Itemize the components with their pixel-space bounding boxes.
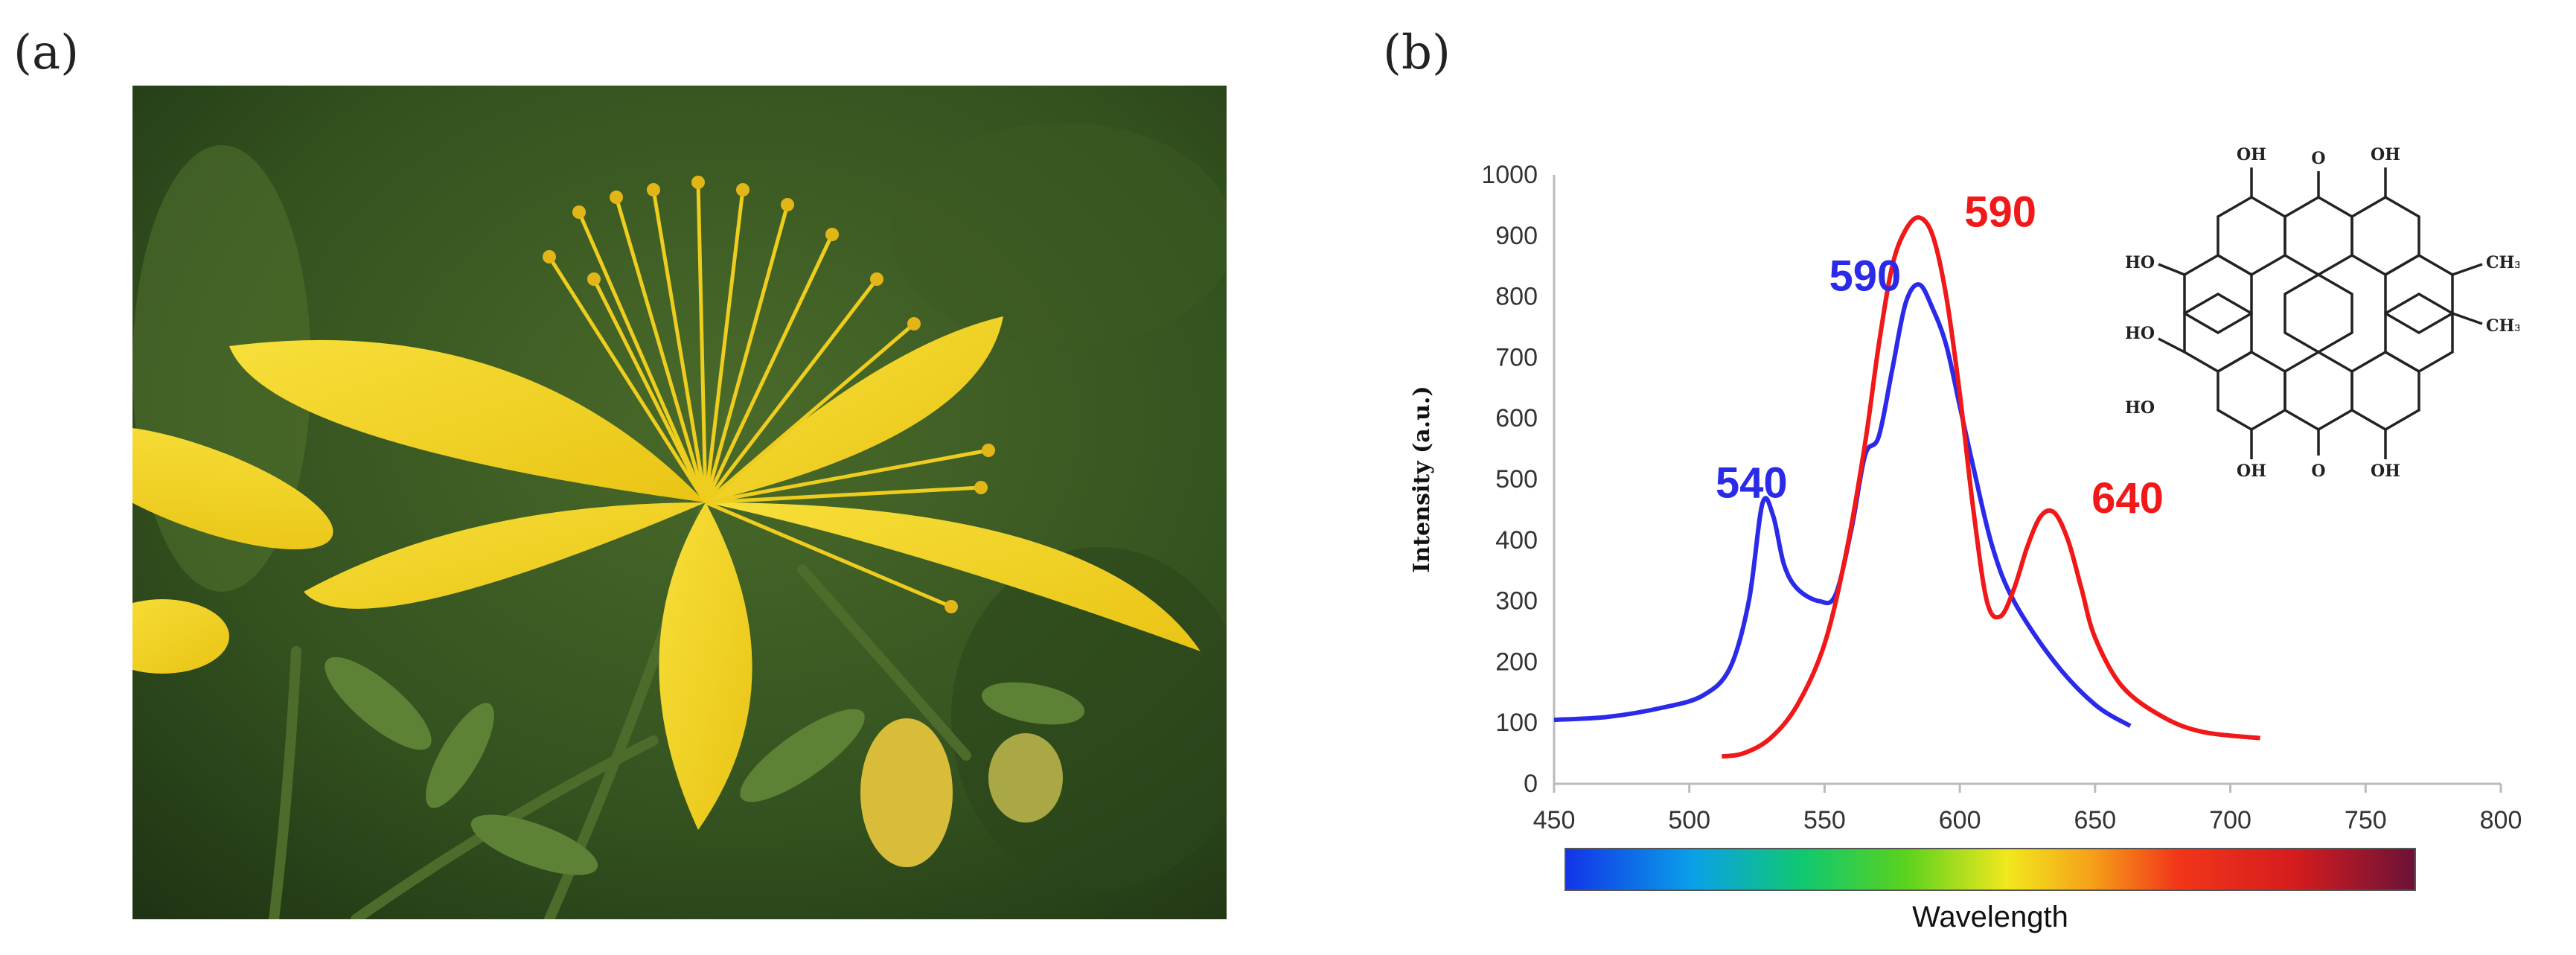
y-tick-label: 100 [1495, 709, 1538, 737]
x-tick-label: 450 [1533, 806, 1576, 834]
chart-series [1553, 215, 2260, 759]
x-tick-label: 700 [2209, 806, 2251, 834]
series-line-red [1721, 215, 2260, 759]
y-tick-label: 300 [1495, 587, 1538, 616]
x-tick-label: 750 [2345, 806, 2387, 834]
y-tick-label: 1000 [1481, 161, 1538, 189]
molecule-label: O [2311, 149, 2325, 168]
x-tick-label: 650 [2074, 806, 2116, 834]
x-tick-label: 600 [1939, 806, 1981, 834]
panel-label-a: (a) [13, 25, 80, 80]
molecule-label: CH₃ [2486, 253, 2519, 272]
yellow-flower-photo [132, 86, 1227, 919]
peak-label: 590 [1964, 188, 2036, 237]
y-tick-label: 400 [1495, 526, 1538, 555]
x-tick-label: 550 [1803, 806, 1846, 834]
peak-annotations: 540 590 590 640 [1716, 188, 2164, 523]
peak-label: 590 [1829, 252, 1902, 300]
y-tick-label: 700 [1495, 343, 1538, 371]
peak-label: 640 [2091, 474, 2164, 523]
hypericin-structure: OH O OH HO CH₃ HO CH₃ HO OH O OH [2125, 145, 2519, 481]
x-tick-label: 500 [1668, 806, 1710, 834]
emission-spectrum-chart: 0 100 200 300 400 500 600 700 800 900 1000 450 500 5… [1409, 161, 2522, 933]
molecule-label: O [2311, 461, 2325, 481]
flower-stamens [547, 182, 989, 609]
x-tick-label: 800 [2480, 806, 2522, 834]
flower-petals [229, 316, 1201, 830]
y-tick-label: 600 [1495, 404, 1538, 432]
molecule-label: OH [2237, 461, 2266, 481]
y-tick-labels: 0 100 200 300 400 500 600 700 800 900 1000 [1481, 161, 1538, 798]
molecule-label: OH [2371, 145, 2400, 165]
molecule-label: HO [2125, 253, 2155, 272]
y-tick-label: 900 [1495, 222, 1538, 250]
x-tick-labels: 450 500 550 600 650 700 750 800 [1533, 784, 2522, 834]
y-axis-label: Intensity (a.u.) [1409, 386, 1435, 572]
leaves [325, 657, 1085, 875]
molecule-label: OH [2371, 461, 2400, 481]
molecule-label: CH₃ [2486, 316, 2519, 336]
y-tick-label: 800 [1495, 283, 1538, 311]
molecule-label: HO [2125, 398, 2155, 418]
panel-label-b: (b) [1383, 25, 1451, 80]
flower-bud [988, 733, 1063, 823]
y-tick-label: 0 [1524, 770, 1538, 798]
series-line-blue [1553, 282, 2132, 728]
peak-label: 540 [1716, 459, 1788, 508]
flower-bud [860, 718, 953, 867]
molecule-label: HO [2125, 324, 2155, 343]
colorbar-label: Wavelength [1912, 901, 2068, 933]
chart-axes [1553, 175, 2501, 785]
molecule-bonds [2158, 167, 2483, 459]
wavelength-colorbar [1565, 848, 2416, 891]
molecule-label: OH [2237, 145, 2266, 165]
y-tick-label: 500 [1495, 465, 1538, 494]
stamen-anthers [543, 176, 995, 613]
y-tick-label: 200 [1495, 648, 1538, 676]
